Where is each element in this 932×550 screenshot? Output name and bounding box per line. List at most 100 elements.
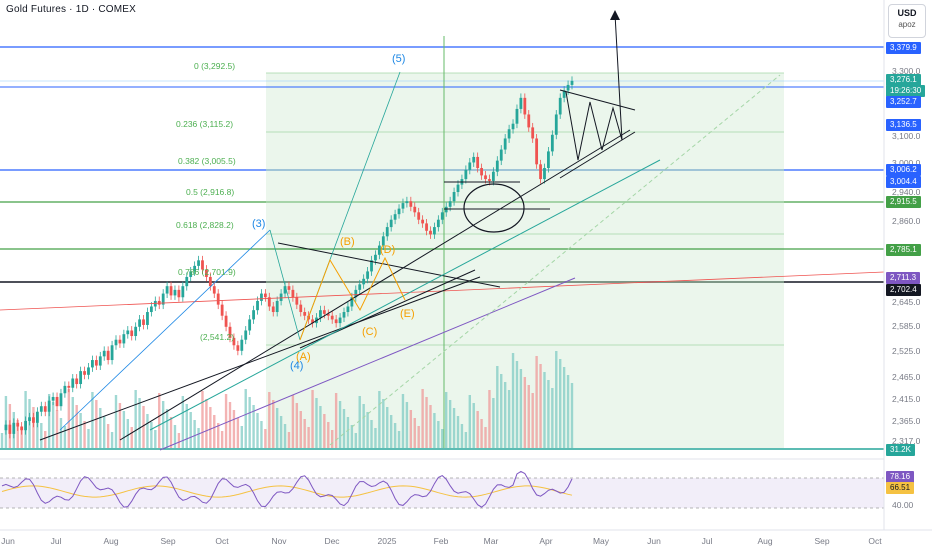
- candle: [322, 310, 326, 314]
- rsi-tag: 78.16: [886, 471, 915, 483]
- volume-bar: [378, 391, 381, 448]
- volume-bar: [272, 400, 275, 448]
- volume-bar: [334, 393, 338, 448]
- candle: [389, 219, 393, 228]
- candle: [122, 334, 126, 344]
- volume-bar: [130, 427, 133, 448]
- volume-bar: [319, 406, 322, 448]
- candle: [114, 339, 118, 346]
- support-trendline: [39, 276, 481, 441]
- volume-bar: [287, 432, 291, 448]
- volume-bar: [507, 390, 511, 448]
- volume-bar: [354, 433, 357, 448]
- y-tick: 2,585.0: [892, 321, 921, 331]
- volume-bar: [331, 430, 334, 448]
- wave-label-b: (B): [340, 236, 355, 248]
- volume-bar: [126, 419, 129, 448]
- volume-bar: [401, 394, 405, 448]
- pattern-circle: [463, 183, 525, 233]
- volume-bar: [413, 418, 416, 448]
- candle: [173, 289, 177, 296]
- volume-bar: [114, 395, 118, 448]
- candle: [366, 271, 369, 279]
- y-tick: 2,415.0: [892, 394, 921, 404]
- volume-bar: [472, 403, 475, 448]
- volume-bar: [437, 421, 440, 448]
- volume-bar: [228, 402, 232, 448]
- volume-bar: [47, 394, 51, 448]
- candle: [495, 160, 499, 172]
- candle: [165, 286, 169, 294]
- candle: [531, 127, 535, 139]
- candle: [67, 385, 71, 388]
- candle: [12, 422, 16, 434]
- volume-bar: [433, 413, 436, 448]
- volume-bar: [441, 429, 444, 448]
- candle: [554, 114, 558, 135]
- candle: [425, 223, 428, 231]
- candle: [55, 396, 59, 407]
- candle: [138, 319, 141, 327]
- candle: [8, 424, 12, 434]
- candle: [519, 97, 523, 109]
- candle: [311, 319, 314, 324]
- candle: [330, 315, 334, 320]
- candle: [130, 330, 134, 337]
- candle: [326, 313, 330, 316]
- volume-bar: [366, 412, 369, 448]
- x-tick: Aug: [103, 536, 119, 546]
- volume-bar: [110, 432, 114, 448]
- volume-bar: [36, 415, 39, 448]
- candle: [39, 406, 43, 412]
- candle: [287, 286, 291, 290]
- candle: [91, 360, 94, 368]
- volume-bar: [515, 361, 519, 448]
- candle: [197, 260, 200, 266]
- y-tick: 2,365.0: [892, 416, 921, 426]
- candle: [193, 265, 197, 272]
- support-trendline: [119, 129, 631, 441]
- candle: [370, 260, 373, 272]
- volume-bar: [177, 433, 181, 448]
- volume-bar: [51, 402, 55, 448]
- candle: [338, 317, 342, 324]
- candle: [71, 378, 75, 388]
- volume-bar: [103, 416, 106, 448]
- price-tag-last: 3,276.1: [886, 74, 921, 86]
- volume-bar: [220, 431, 224, 448]
- volume-bar: [327, 422, 330, 448]
- candle: [32, 417, 35, 423]
- projection-dashed: [329, 74, 781, 446]
- candle: [83, 371, 86, 375]
- candle: [252, 310, 255, 320]
- volume-bar: [20, 428, 23, 448]
- x-tick: May: [592, 536, 610, 546]
- countdown-tag: 19:26:30: [886, 85, 926, 97]
- volume-bar: [173, 425, 177, 448]
- candle: [417, 212, 421, 220]
- volume-bar: [425, 397, 428, 448]
- volume-bar: [83, 421, 86, 448]
- y-tick: 2,465.0: [892, 372, 921, 382]
- volume-bar: [224, 394, 228, 448]
- y-tick: 2,525.0: [892, 346, 921, 356]
- correction-wave: [299, 256, 406, 341]
- fib-label-1: (2,541.2): [200, 332, 235, 342]
- rsi-level: 40.00: [892, 500, 914, 510]
- volume-bar: [283, 424, 287, 448]
- x-tick: 2025: [377, 536, 397, 546]
- volume-bar: [205, 399, 208, 448]
- price-tag: 2,785.1: [886, 244, 921, 256]
- y-tick: 3,000.0: [892, 158, 921, 168]
- channel-line: [59, 229, 271, 431]
- volume-bar: [429, 405, 432, 448]
- volume-bar: [268, 392, 271, 448]
- currency-badge[interactable]: USD apoz: [888, 4, 926, 38]
- rsi-ma-line: [1, 485, 573, 498]
- candle: [484, 175, 487, 180]
- fib-label-0786: 0.786 (2,701.9): [178, 267, 236, 277]
- wave-label-c: (C): [362, 326, 378, 338]
- candle: [232, 337, 236, 346]
- candle: [20, 426, 24, 431]
